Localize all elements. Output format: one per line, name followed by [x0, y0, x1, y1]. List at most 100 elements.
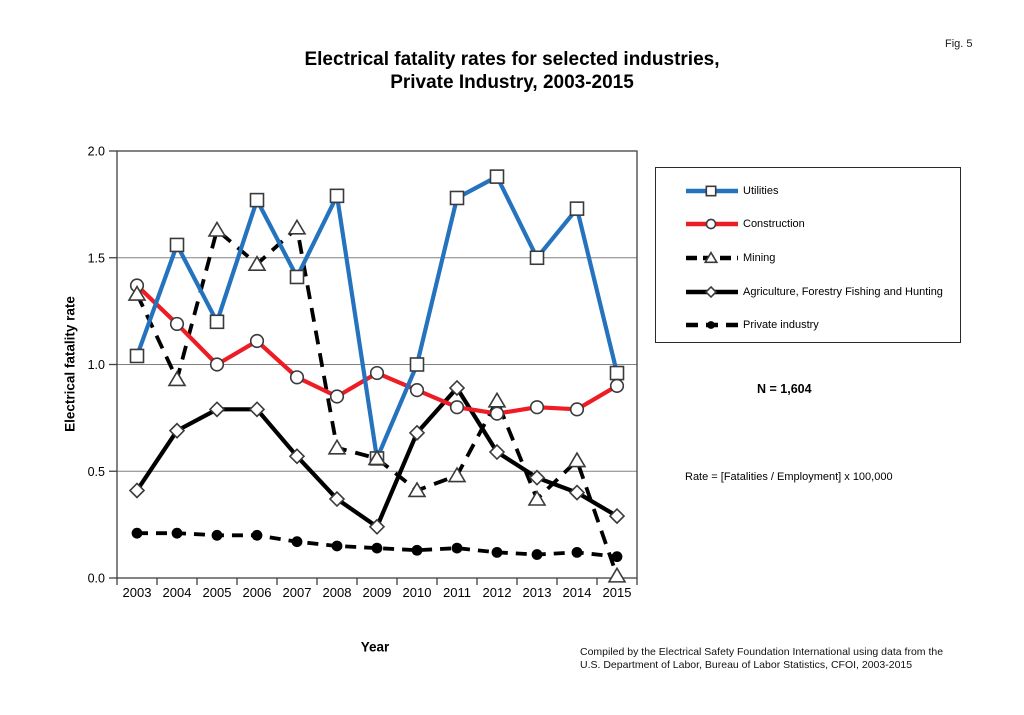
y-tick-label: 1.0	[88, 358, 105, 372]
circle-marker-icon	[489, 406, 505, 421]
square-marker-icon	[569, 201, 585, 216]
legend-item-utilities: Utilities	[684, 174, 960, 208]
x-tick-label: 2008	[323, 585, 352, 600]
x-tick-label: 2006	[243, 585, 272, 600]
diamond-marker-icon	[704, 285, 718, 298]
legend-label-agriculture: Agriculture, Forestry Fishing and Huntin…	[743, 285, 943, 298]
chart-title-line2: Private Industry, 2003-2015	[390, 72, 634, 93]
triangle-marker-icon	[527, 489, 547, 506]
x-tick-label: 2003	[123, 585, 152, 600]
legend: Utilities Construction Mining Agricultur…	[655, 167, 961, 343]
circle-marker-icon	[569, 402, 585, 417]
diamond-marker-icon	[568, 484, 586, 501]
circle-marker-icon	[609, 378, 625, 393]
triangle-marker-icon	[127, 284, 147, 301]
figure-number: Fig. 5	[945, 38, 973, 50]
utilities-line-marker-icon	[686, 185, 738, 197]
circle-marker-icon	[329, 389, 345, 404]
triangle-marker-icon	[167, 370, 187, 387]
legend-label-mining: Mining	[743, 251, 776, 264]
square-marker-icon	[609, 365, 625, 381]
circle-marker-icon	[209, 357, 225, 372]
dot-marker-icon	[171, 527, 183, 539]
circle-marker-icon	[529, 400, 545, 415]
dot-marker-icon	[611, 551, 623, 563]
dot-marker-icon	[251, 529, 263, 541]
legend-label-private-industry: Private industry	[743, 319, 819, 332]
legend-label-construction: Construction	[743, 218, 805, 231]
y-tick-label: 1.5	[88, 251, 105, 265]
diamond-marker-icon	[168, 422, 186, 439]
circle-marker-icon	[449, 400, 465, 415]
square-marker-icon	[209, 314, 225, 330]
square-marker-icon	[329, 188, 345, 204]
triangle-marker-icon	[207, 220, 227, 237]
triangle-marker-icon	[407, 481, 427, 498]
square-marker-icon	[169, 237, 185, 253]
circle-marker-icon	[169, 316, 185, 332]
triangle-marker-icon	[607, 566, 627, 583]
x-axis-title: Year	[360, 639, 390, 655]
x-tick-label: 2004	[163, 585, 192, 600]
square-marker-icon	[409, 357, 425, 372]
square-marker-icon	[489, 169, 505, 184]
dot-marker-icon	[707, 321, 715, 330]
source-attribution-line2: U.S. Department of Labor, Bureau of Labo…	[580, 659, 913, 671]
dot-marker-icon	[371, 542, 383, 554]
chart-title: Electrical fatality rates for selected i…	[0, 48, 1024, 94]
series-line-utilities	[134, 174, 620, 461]
circle-marker-icon	[369, 365, 385, 381]
x-tick-label: 2005	[203, 585, 232, 600]
triangle-marker-icon	[247, 255, 267, 271]
triangle-marker-icon	[327, 438, 347, 455]
dot-marker-icon	[131, 527, 143, 539]
dot-marker-icon	[531, 549, 543, 560]
legend-label-utilities: Utilities	[743, 184, 779, 197]
legend-item-mining: Mining	[684, 241, 960, 275]
y-axis-title: Electrical fatality rate	[62, 296, 78, 432]
diamond-marker-icon	[288, 448, 306, 465]
circle-marker-icon	[409, 383, 425, 398]
triangle-marker-icon	[487, 391, 507, 408]
dot-marker-icon	[491, 546, 503, 558]
diamond-marker-icon	[528, 469, 546, 486]
dot-marker-icon	[571, 546, 583, 558]
triangle-marker-icon	[367, 449, 387, 466]
diamond-marker-icon	[248, 401, 266, 418]
triangle-marker-icon	[447, 466, 467, 483]
x-tick-label: 2007	[283, 585, 312, 600]
circle-marker-icon	[249, 333, 265, 349]
x-tick-label: 2013	[523, 585, 552, 600]
y-tick-label: 0.0	[88, 572, 105, 586]
private-industry-line-marker-icon	[686, 321, 738, 330]
x-tick-label: 2014	[563, 585, 592, 600]
x-tick-label: 2010	[403, 585, 432, 600]
dot-marker-icon	[331, 540, 343, 552]
diamond-marker-icon	[608, 507, 626, 525]
y-tick-label: 0.5	[88, 465, 105, 479]
dot-marker-icon	[211, 529, 223, 541]
diamond-marker-icon	[488, 443, 506, 461]
circle-marker-icon	[289, 370, 305, 385]
square-marker-icon	[129, 348, 145, 364]
diamond-marker-icon	[128, 482, 146, 499]
y-tick-label: 2.0	[88, 145, 105, 159]
mining-line-marker-icon	[686, 251, 738, 264]
square-marker-icon	[289, 269, 305, 285]
x-tick-label: 2012	[483, 585, 512, 600]
agriculture-line-marker-icon	[686, 285, 738, 298]
circle-marker-icon	[705, 219, 717, 230]
dot-marker-icon	[411, 544, 423, 556]
diamond-marker-icon	[448, 379, 466, 397]
chart-title-line1: Electrical fatality rates for selected i…	[304, 49, 720, 70]
square-marker-icon	[529, 250, 545, 266]
square-marker-icon	[449, 190, 465, 206]
diamond-marker-icon	[328, 490, 346, 508]
source-attribution: Compiled by the Electrical Safety Founda…	[580, 646, 943, 672]
diamond-marker-icon	[368, 518, 386, 535]
x-tick-label: 2011	[443, 585, 471, 600]
legend-item-agriculture: Agriculture, Forestry Fishing and Huntin…	[684, 275, 960, 309]
x-tick-label: 2009	[363, 585, 392, 600]
triangle-marker-icon	[703, 251, 719, 264]
